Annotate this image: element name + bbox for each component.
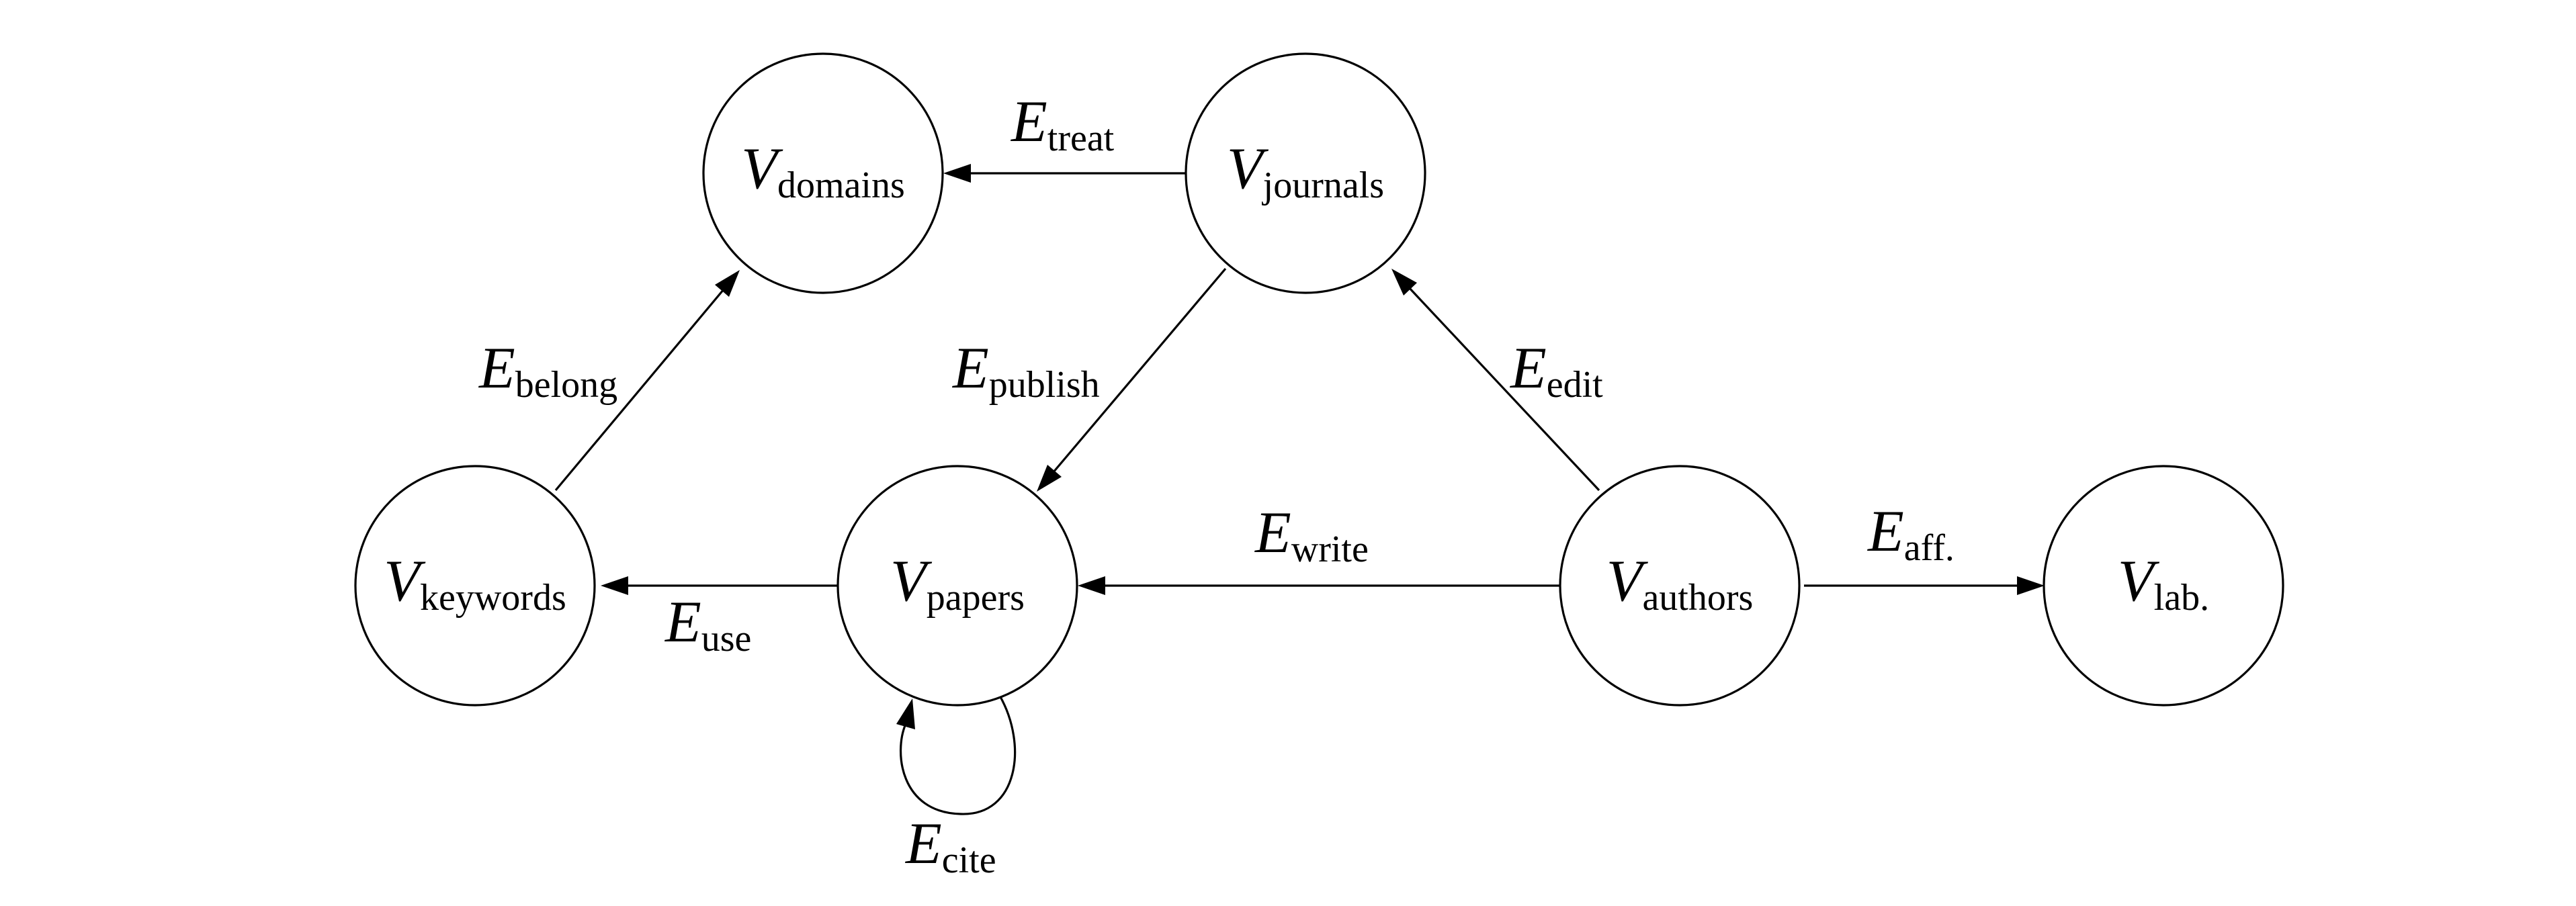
edge-label-cite: Ecite [904, 811, 996, 881]
node-authors-symbol: V [1606, 549, 1649, 614]
node-domains-subscript: domains [777, 165, 905, 206]
node-papers-subscript: papers [927, 577, 1025, 619]
edge-label-write: Ewrite [1254, 500, 1369, 570]
edge-label-aff: Eaff. [1866, 499, 1955, 569]
node-keywords: Vkeywords [354, 465, 596, 707]
node-papers-symbol: V [890, 549, 933, 614]
node-authors: Vauthors [1559, 465, 1801, 707]
svg-text:Vdomains: Vdomains [741, 136, 905, 206]
edge-cite [896, 695, 1017, 815]
edge-write [1078, 576, 1562, 595]
node-papers: Vpapers [836, 465, 1078, 707]
edge-belong [554, 270, 740, 492]
node-journals: Vjournals [1185, 52, 1426, 294]
svg-text:Vkeywords: Vkeywords [384, 549, 566, 619]
node-authors-subscript: authors [1642, 577, 1753, 619]
node-keywords-subscript: keywords [420, 577, 566, 619]
edge-label-edit: Eedit [1509, 336, 1603, 406]
node-lab-symbol: V [2118, 549, 2160, 614]
edge-label-publish: Epublish [951, 336, 1100, 406]
node-journals-symbol: V [1227, 136, 1269, 201]
edge-label-use: Euse [664, 590, 751, 660]
edge-aff [1804, 576, 2045, 595]
node-lab-subscript: lab. [2154, 577, 2209, 619]
node-keywords-symbol: V [384, 549, 426, 614]
edge-label-treat: Etreat [1010, 89, 1115, 159]
node-domains: Vdomains [702, 52, 944, 294]
edge-label-belong: Ebelong [478, 336, 617, 406]
edge-use [601, 576, 840, 595]
edge-edit [1391, 269, 1600, 492]
node-domains-symbol: V [741, 136, 783, 201]
svg-text:Vpapers: Vpapers [890, 549, 1025, 619]
edge-publish [1037, 267, 1227, 492]
node-lab: Vlab. [2043, 465, 2284, 707]
node-journals-subscript: journals [1262, 165, 1384, 206]
edge-treat [943, 164, 1186, 183]
svg-text:Vauthors: Vauthors [1606, 549, 1754, 619]
svg-text:Vlab.: Vlab. [2118, 549, 2209, 619]
svg-text:Vjournals: Vjournals [1227, 136, 1384, 206]
